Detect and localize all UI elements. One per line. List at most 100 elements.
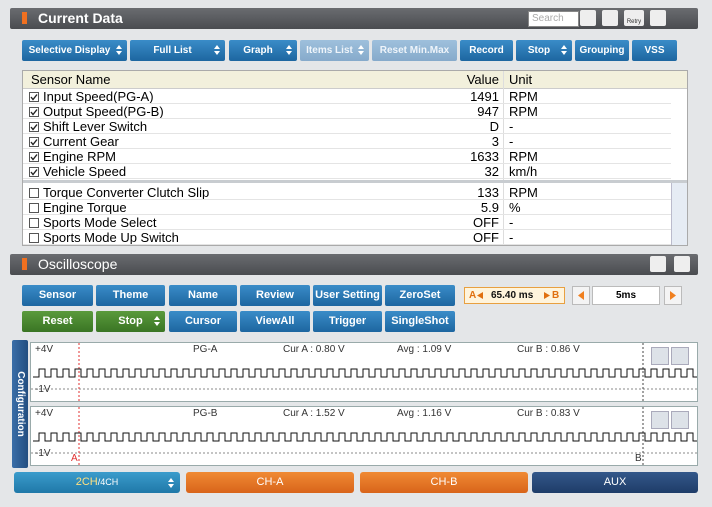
sensor-unit: km/h	[509, 164, 538, 179]
cursor-a-value: Cur A : 1.52 V	[283, 408, 345, 419]
scope-button[interactable]: Theme	[96, 285, 165, 306]
side-tab[interactable]: Configuration	[12, 340, 28, 468]
scrollbar[interactable]	[671, 181, 687, 245]
button-label: Sensor	[38, 289, 77, 301]
oscilloscope-titlebar: Oscilloscope	[10, 254, 698, 275]
checkbox[interactable]	[29, 92, 39, 102]
sensor-name: Current Gear	[43, 134, 119, 149]
retry-icon[interactable]: Retry	[624, 10, 644, 26]
button-label: Full List	[153, 45, 192, 56]
time-div: 5ms	[592, 286, 660, 305]
scope-button[interactable]: Reset	[22, 311, 93, 332]
channel-tab[interactable]: AUX	[532, 472, 698, 493]
scope-button[interactable]: Trigger	[313, 311, 382, 332]
sensor-name: Vehicle Speed	[43, 164, 127, 179]
search-box[interactable]: Search	[528, 11, 579, 27]
close-icon[interactable]	[671, 411, 689, 429]
toolbar-button[interactable]: Full List	[130, 40, 225, 61]
zoom-in-icon[interactable]	[651, 411, 669, 429]
sensor-name: Torque Converter Clutch Slip	[43, 185, 210, 200]
toolbar-button[interactable]: Items List	[300, 40, 369, 61]
toolbar-button[interactable]: VSS	[632, 40, 677, 61]
window-icon[interactable]	[674, 256, 690, 272]
sensor-value: OFF	[473, 215, 499, 230]
checkbox[interactable]	[29, 233, 39, 243]
button-label: Theme	[112, 289, 149, 301]
list-icon[interactable]	[602, 10, 618, 26]
toolbar-button[interactable]: Record	[460, 40, 513, 61]
checkmark	[30, 154, 38, 161]
arrow	[358, 45, 364, 55]
checkbox-box	[29, 137, 39, 147]
waveform	[33, 368, 697, 378]
scope-button[interactable]: Stop	[96, 311, 165, 332]
sensor-unit: RPM	[509, 185, 538, 200]
sensor-unit: RPM	[509, 104, 538, 119]
button-label: SingleShot	[391, 315, 449, 327]
prev-button[interactable]	[572, 286, 590, 305]
column-header: Sensor Name	[31, 72, 111, 87]
checkbox[interactable]	[29, 188, 39, 198]
average-value: Avg : 1.09 V	[397, 344, 452, 355]
dropdown-arrow	[358, 45, 364, 55]
config-icon[interactable]	[650, 256, 666, 272]
checkbox[interactable]	[29, 152, 39, 162]
toolbar-button[interactable]: Graph	[229, 40, 297, 61]
window-icon[interactable]	[650, 10, 666, 26]
channel-panel: +4V PG-A Cur A : 0.80 V Avg : 1.09 V Cur B :…	[30, 342, 698, 402]
next-button[interactable]	[664, 286, 682, 305]
channel-name: PG-A	[193, 344, 218, 355]
checkbox[interactable]	[29, 203, 39, 213]
checkbox[interactable]	[29, 107, 39, 117]
sensor-table: Sensor Name Value Unit Input Speed(PG-A) 149…	[22, 70, 688, 246]
dropdown-arrow	[286, 45, 292, 55]
scope-button[interactable]: Review	[240, 285, 310, 306]
column-divider	[503, 71, 504, 245]
channel-count-alt: /4CH	[97, 477, 119, 487]
channel-count-tab[interactable]: 2CH/4CH	[14, 472, 180, 493]
sensor-unit: %	[509, 200, 521, 215]
average-value: Avg : 1.16 V	[397, 408, 452, 419]
toolbar-button[interactable]: Reset Min.Max	[372, 40, 457, 61]
scope-button[interactable]: Sensor	[22, 285, 93, 306]
checkbox-box	[29, 218, 39, 228]
current-data-titlebar: Current Data Search Retry	[10, 8, 698, 29]
section-separator	[23, 180, 687, 183]
checkmark	[30, 94, 38, 101]
toolbar-button[interactable]: Grouping	[575, 40, 629, 61]
scope-button[interactable]: Name	[169, 285, 237, 306]
channel-tab[interactable]: CH-B	[360, 472, 528, 493]
checkmark	[30, 139, 38, 146]
scope-button[interactable]: SingleShot	[385, 311, 455, 332]
scope-button[interactable]: ViewAll	[240, 311, 310, 332]
arrow	[561, 45, 567, 55]
row-line	[23, 244, 671, 245]
checkbox[interactable]	[29, 137, 39, 147]
sensor-name: Input Speed(PG-A)	[43, 89, 154, 104]
panel-title: Current Data	[38, 10, 123, 26]
column-header: Value	[466, 72, 499, 87]
cursor-time: 65.40 ms	[491, 290, 534, 301]
checkbox[interactable]	[29, 167, 39, 177]
zoom-in-icon[interactable]	[651, 347, 669, 365]
close-icon[interactable]	[671, 347, 689, 365]
scope-button[interactable]: User Setting	[313, 285, 382, 306]
checkbox[interactable]	[29, 218, 39, 228]
channel-tab[interactable]: CH-A	[186, 472, 354, 493]
row-line	[23, 199, 671, 200]
toolbar-button[interactable]: Stop	[516, 40, 572, 61]
checkbox[interactable]	[29, 122, 39, 132]
arrow	[116, 45, 122, 55]
scope-button[interactable]: ZeroSet	[385, 285, 455, 306]
cursor-a-value: Cur A : 0.80 V	[283, 344, 345, 355]
row-line	[23, 118, 671, 119]
toolbar-button[interactable]: Selective Display	[22, 40, 127, 61]
search-icon[interactable]	[580, 10, 596, 26]
sensor-value: 32	[484, 164, 499, 179]
scope-button[interactable]: Cursor	[169, 311, 237, 332]
table-header	[23, 71, 687, 89]
button-label: VSS	[644, 45, 665, 56]
row-line	[23, 163, 671, 164]
row-line	[23, 229, 671, 230]
sensor-value: 3	[491, 134, 499, 149]
